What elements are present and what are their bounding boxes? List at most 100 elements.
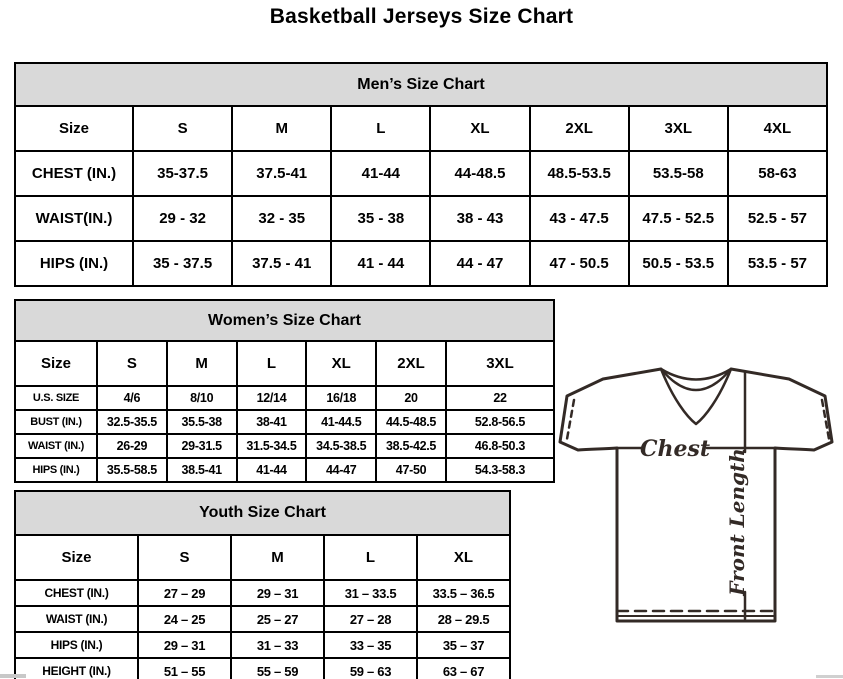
column-header-cell: S <box>137 534 232 581</box>
value-cell: 58-63 <box>726 150 829 197</box>
mens-table-title: Men’s Size Chart <box>14 62 828 107</box>
value-cell: 44.5-48.5 <box>375 409 447 435</box>
column-header-cell: 3XL <box>627 105 729 152</box>
value-cell: 46.8-50.3 <box>444 433 556 459</box>
table-row: HIPS (IN.) 35.5-58.5 38.5-41 41-44 44-47… <box>14 457 556 483</box>
value-cell: 59 – 63 <box>323 657 418 679</box>
collar-opening-line <box>659 367 733 381</box>
value-cell: 35 – 37 <box>416 631 511 659</box>
table-row: Size S M L XL 2XL 3XL 4XL <box>14 105 829 152</box>
column-header-cell: L <box>235 340 308 387</box>
left-cuff-seam-dashed <box>565 398 576 441</box>
row-label-cell: CHEST (IN.) <box>14 150 134 197</box>
value-cell: 35.5-58.5 <box>96 457 168 483</box>
value-cell: 16/18 <box>305 385 378 411</box>
mens-size-table: Men’s Size Chart Size S M L XL 2XL 3XL 4… <box>14 62 829 287</box>
value-cell: 47 - 50.5 <box>528 240 630 287</box>
value-cell: 35 - 38 <box>330 195 432 242</box>
value-cell: 26-29 <box>96 433 168 459</box>
horizontal-scrollbar-fragment-left[interactable] <box>0 674 26 678</box>
v-neck-line <box>659 367 733 426</box>
value-cell: 12/14 <box>235 385 308 411</box>
value-cell: 29 – 31 <box>230 579 325 607</box>
column-header-cell: Size <box>14 340 98 387</box>
column-header-cell: L <box>323 534 418 581</box>
value-cell: 35 - 37.5 <box>131 240 234 287</box>
value-cell: 34.5-38.5 <box>305 433 378 459</box>
column-header-cell: S <box>131 105 234 152</box>
value-cell: 35.5-38 <box>165 409 238 435</box>
front-length-label: Front Length <box>725 448 749 597</box>
collar-band-line <box>660 368 732 392</box>
value-cell: 24 – 25 <box>137 605 232 633</box>
column-header-cell: XL <box>429 105 531 152</box>
value-cell: 53.5 - 57 <box>726 240 829 287</box>
value-cell: 54.3-58.3 <box>444 457 556 483</box>
column-header-cell: S <box>96 340 168 387</box>
value-cell: 41 - 44 <box>330 240 432 287</box>
value-cell: 33.5 – 36.5 <box>416 579 511 607</box>
value-cell: 41-44.5 <box>305 409 378 435</box>
value-cell: 27 – 28 <box>323 605 418 633</box>
table-row: Size S M L XL 2XL 3XL <box>14 340 556 387</box>
value-cell: 32 - 35 <box>231 195 333 242</box>
column-header-cell: M <box>230 534 325 581</box>
row-label-cell: WAIST(IN.) <box>14 195 134 242</box>
value-cell: 52.5 - 57 <box>726 195 829 242</box>
table-row: U.S. SIZE 4/6 8/10 12/14 16/18 20 22 <box>14 385 556 411</box>
value-cell: 31 – 33.5 <box>323 579 418 607</box>
row-label-cell: WAIST (IN.) <box>14 433 98 459</box>
value-cell: 41-44 <box>330 150 432 197</box>
womens-table-title: Women’s Size Chart <box>14 299 555 342</box>
value-cell: 37.5 - 41 <box>231 240 333 287</box>
value-cell: 4/6 <box>96 385 168 411</box>
value-cell: 35-37.5 <box>131 150 234 197</box>
value-cell: 44 - 47 <box>429 240 531 287</box>
jersey-outline <box>558 367 834 623</box>
value-cell: 27 – 29 <box>137 579 232 607</box>
value-cell: 47.5 - 52.5 <box>627 195 729 242</box>
value-cell: 22 <box>444 385 556 411</box>
page-title: Basketball Jerseys Size Chart <box>269 5 574 28</box>
column-header-cell: L <box>330 105 432 152</box>
value-cell: 33 – 35 <box>323 631 418 659</box>
value-cell: 29 - 32 <box>131 195 234 242</box>
value-cell: 32.5-35.5 <box>96 409 168 435</box>
value-cell: 25 – 27 <box>230 605 325 633</box>
value-cell: 29 – 31 <box>137 631 232 659</box>
youth-size-table: Youth Size Chart Size S M L XL CHEST (IN… <box>14 490 511 679</box>
row-label-cell: CHEST (IN.) <box>14 579 139 607</box>
row-label-cell: U.S. SIZE <box>14 385 98 411</box>
table-row: HIPS (IN.) 29 – 31 31 – 33 33 – 35 35 – … <box>14 631 511 659</box>
column-header-cell: Size <box>14 105 134 152</box>
value-cell: 38.5-41 <box>165 457 238 483</box>
column-header-cell: 2XL <box>375 340 447 387</box>
value-cell: 43 - 47.5 <box>528 195 630 242</box>
value-cell: 50.5 - 53.5 <box>627 240 729 287</box>
right-cuff-seam-dashed <box>820 398 831 441</box>
table-row: WAIST (IN.) 26-29 29-31.5 31.5-34.5 34.5… <box>14 433 556 459</box>
value-cell: 38-41 <box>235 409 308 435</box>
value-cell: 47-50 <box>375 457 447 483</box>
value-cell: 8/10 <box>165 385 238 411</box>
jersey-measurement-diagram: Chest Front Length <box>557 363 839 625</box>
column-header-cell: 2XL <box>528 105 630 152</box>
value-cell: 44-47 <box>305 457 378 483</box>
row-label-cell: HIPS (IN.) <box>14 457 98 483</box>
table-row: WAIST (IN.) 24 – 25 25 – 27 27 – 28 28 –… <box>14 605 511 633</box>
table-row: Youth Size Chart <box>14 490 511 536</box>
table-row: Size S M L XL <box>14 534 511 581</box>
value-cell: 31 – 33 <box>230 631 325 659</box>
value-cell: 38 - 43 <box>429 195 531 242</box>
value-cell: 29-31.5 <box>165 433 238 459</box>
value-cell: 51 – 55 <box>137 657 232 679</box>
value-cell: 44-48.5 <box>429 150 531 197</box>
table-row: CHEST (IN.) 27 – 29 29 – 31 31 – 33.5 33… <box>14 579 511 607</box>
horizontal-scrollbar-fragment-right[interactable] <box>816 675 843 678</box>
value-cell: 20 <box>375 385 447 411</box>
value-cell: 31.5-34.5 <box>235 433 308 459</box>
column-header-cell: XL <box>416 534 511 581</box>
row-label-cell: WAIST (IN.) <box>14 605 139 633</box>
youth-table-title: Youth Size Chart <box>14 490 511 536</box>
